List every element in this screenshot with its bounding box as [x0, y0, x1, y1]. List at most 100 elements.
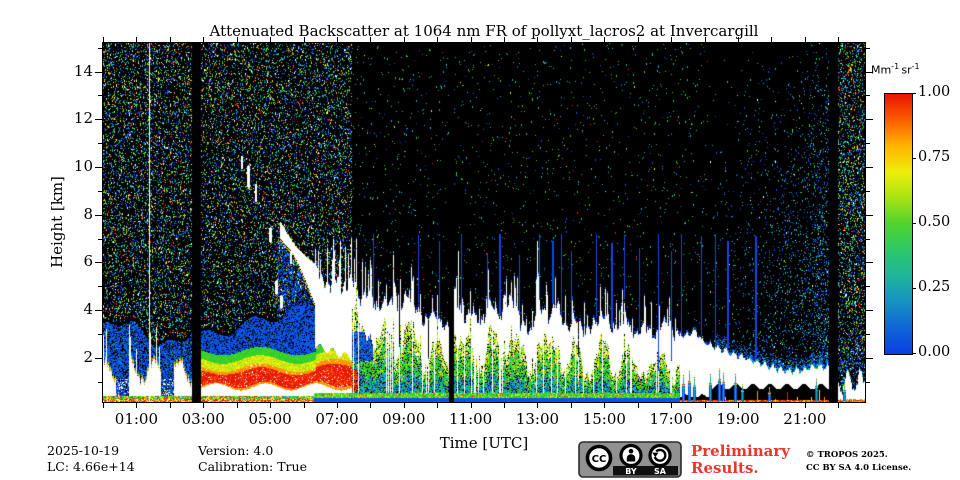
y-tick-right [866, 310, 873, 311]
x-tick-label: 21:00 [783, 410, 827, 428]
x-tick-label: 11:00 [449, 410, 493, 428]
x-tick-top [136, 37, 137, 42]
x-tick [304, 403, 305, 408]
colorbar-tick-label: 0.75 [918, 149, 951, 165]
y-minor-tick-right [866, 48, 870, 49]
footer-lidar-constant: LC: 4.66e+14 [47, 459, 135, 474]
y-minor-tick [98, 382, 102, 383]
x-tick-top [604, 37, 605, 42]
x-tick-top [337, 37, 338, 42]
badge-by-label: BY [625, 467, 637, 476]
x-tick-top [237, 37, 238, 42]
y-tick-label: 2 [83, 348, 93, 366]
y-minor-tick-right [866, 191, 870, 192]
x-tick [771, 403, 772, 408]
x-tick-top [103, 37, 104, 42]
y-tick-label: 12 [73, 109, 93, 127]
y-tick-right [866, 167, 873, 168]
x-tick [370, 403, 371, 408]
y-minor-tick-right [866, 239, 870, 240]
x-tick-label: 05:00 [248, 410, 292, 428]
y-tick [95, 358, 102, 359]
x-tick-label: 15:00 [582, 410, 626, 428]
y-tick-right [866, 215, 873, 216]
y-tick-right [866, 72, 873, 73]
x-tick-top [270, 37, 271, 42]
preliminary-results-line1: Preliminary [691, 442, 790, 460]
x-tick-top [771, 37, 772, 42]
x-tick-top [805, 37, 806, 42]
x-tick-label: 01:00 [114, 410, 159, 428]
x-tick-label: 07:00 [315, 410, 359, 428]
x-tick [738, 403, 739, 408]
y-tick [95, 167, 102, 168]
x-tick-top [504, 37, 505, 42]
colorbar-tick [912, 93, 916, 94]
x-tick [203, 403, 204, 408]
x-tick [571, 403, 572, 408]
y-minor-tick-right [866, 334, 870, 335]
x-tick [705, 403, 706, 408]
footer-calibration: Calibration: True [198, 459, 307, 474]
x-tick-top [170, 37, 171, 42]
x-tick-top [404, 37, 405, 42]
x-tick [404, 403, 405, 408]
x-tick [103, 403, 104, 408]
x-tick-top [738, 37, 739, 42]
colorbar-tick [912, 223, 916, 224]
y-minor-tick-right [866, 382, 870, 383]
y-minor-tick [98, 334, 102, 335]
y-tick [95, 262, 102, 263]
cc-license-badge: CC BY SA [578, 441, 682, 478]
y-tick-label: 6 [83, 252, 93, 270]
preliminary-results-line2: Results. [691, 459, 759, 477]
x-tick [838, 403, 839, 408]
x-tick-top [671, 37, 672, 42]
colorbar-tick-label: 0.50 [918, 214, 951, 230]
x-tick-top [571, 37, 572, 42]
colorbar-tick [912, 288, 916, 289]
colorbar [884, 93, 913, 355]
y-minor-tick-right [866, 286, 870, 287]
footer-date: 2025-10-19 [47, 443, 120, 458]
cc-icon [585, 444, 613, 472]
footer-version: Version: 4.0 [198, 443, 274, 458]
colorbar-unit-sr: sr [901, 63, 912, 77]
x-tick-label: 19:00 [716, 410, 760, 428]
copyright-line2: CC BY SA 4.0 License. [806, 463, 912, 473]
y-tick [95, 119, 102, 120]
y-minor-tick-right [866, 143, 870, 144]
x-tick [604, 403, 605, 408]
y-tick-label: 10 [73, 157, 93, 175]
cc-icon-text: CC [592, 454, 607, 465]
y-tick [95, 215, 102, 216]
colorbar-tick [912, 353, 916, 354]
x-tick [805, 403, 806, 408]
colorbar-unit-exp1: -1 [891, 62, 900, 71]
y-tick [95, 310, 102, 311]
y-tick-label: 14 [73, 62, 93, 80]
by-person-head [628, 448, 634, 454]
x-tick-top [370, 37, 371, 42]
colorbar-unit-label: Mm-1 sr-1 [871, 62, 920, 77]
x-tick-label: 09:00 [382, 410, 426, 428]
x-tick [471, 403, 472, 408]
x-tick [270, 403, 271, 408]
x-tick-top [838, 37, 839, 42]
colorbar-tick [912, 158, 916, 159]
x-tick [170, 403, 171, 408]
y-minor-tick [98, 286, 102, 287]
colorbar-tick-label: 0.25 [918, 279, 951, 295]
by-person-body [626, 454, 636, 462]
colorbar-tick-label: 0.00 [918, 344, 951, 360]
x-tick [504, 403, 505, 408]
x-tick-top [437, 37, 438, 42]
copyright-line1: © TROPOS 2025. [806, 450, 888, 460]
y-minor-tick-right [866, 95, 870, 96]
sa-arrow-arc [653, 448, 667, 462]
x-tick [437, 403, 438, 408]
y-minor-tick [98, 191, 102, 192]
colorbar-unit-exp2: -1 [911, 62, 920, 71]
x-tick [537, 403, 538, 408]
